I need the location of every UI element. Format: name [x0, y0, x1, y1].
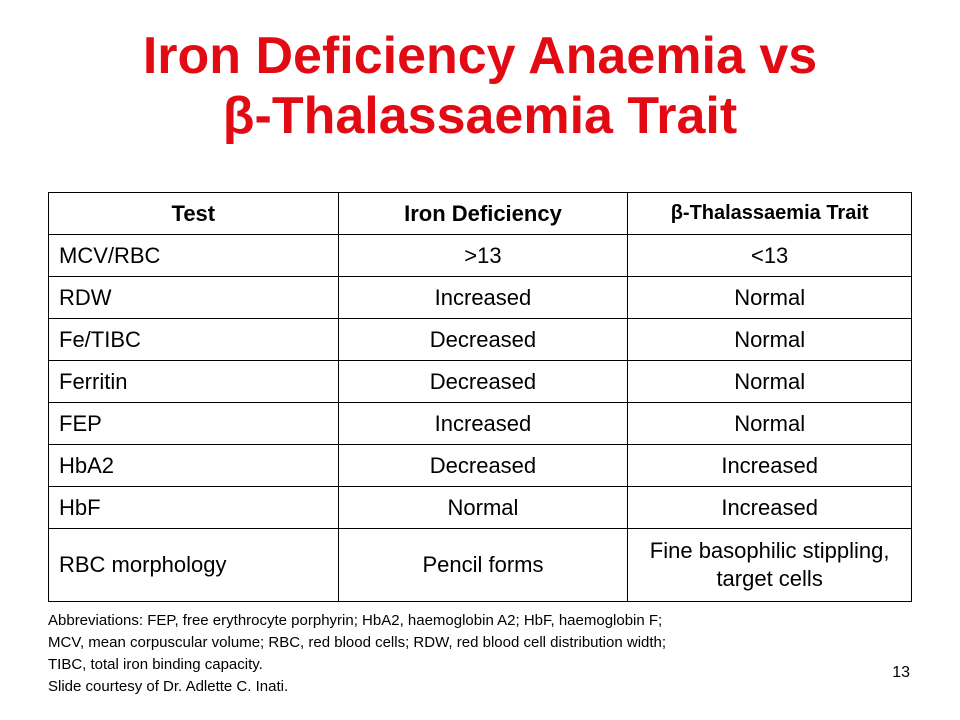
table-header-row: Test Iron Deficiency β-Thalassaemia Trai… — [48, 192, 912, 235]
slide-title-line1: Iron Deficiency Anaemia vs — [142, 27, 818, 85]
page-number: 13 — [892, 664, 910, 681]
cell-test: MCV/RBC — [48, 234, 339, 277]
cell-iron-deficiency: Pencil forms — [337, 528, 629, 602]
table-row: MCV/RBC >13 <13 — [48, 234, 912, 277]
table-row: RBC morphology Pencil forms Fine basophi… — [48, 528, 912, 602]
slide-credit: Slide courtesy of Dr. Adlette C. Inati. — [48, 678, 289, 695]
cell-thalassaemia-trait: Normal — [627, 360, 912, 403]
footnote-line: MCV, mean corpuscular volume; RBC, red b… — [48, 634, 667, 651]
cell-iron-deficiency: >13 — [337, 234, 629, 277]
cell-thalassaemia-trait: Normal — [627, 318, 912, 361]
header-test: Test — [48, 192, 339, 235]
cell-thalassaemia-trait: Normal — [627, 402, 912, 445]
cell-test: HbA2 — [48, 444, 339, 487]
table-row: FEP Increased Normal — [48, 402, 912, 445]
cell-iron-deficiency: Normal — [337, 486, 629, 529]
slide-title-line2: β-Thalassaemia Trait — [222, 87, 738, 145]
cell-test: FEP — [48, 402, 339, 445]
slide-title: Iron Deficiency Anaemia vs β-Thalassaemi… — [0, 26, 960, 146]
cell-test: HbF — [48, 486, 339, 529]
cell-test: RBC morphology — [48, 528, 339, 602]
table-row: Fe/TIBC Decreased Normal — [48, 318, 912, 361]
cell-thalassaemia-trait: Normal — [627, 276, 912, 319]
table-row: Ferritin Decreased Normal — [48, 360, 912, 403]
cell-iron-deficiency: Decreased — [337, 444, 629, 487]
cell-thalassaemia-trait: Increased — [627, 444, 912, 487]
footnote-line: TIBC, total iron binding capacity. — [48, 656, 263, 673]
cell-thalassaemia-trait: <13 — [627, 234, 912, 277]
footnote-line: Abbreviations: FEP, free erythrocyte por… — [48, 612, 663, 629]
cell-iron-deficiency: Decreased — [337, 360, 629, 403]
cell-thalassaemia-trait: Fine basophilic stippling, target cells — [627, 528, 912, 602]
cell-test: Ferritin — [48, 360, 339, 403]
comparison-table: Test Iron Deficiency β-Thalassaemia Trai… — [48, 192, 912, 602]
cell-iron-deficiency: Decreased — [337, 318, 629, 361]
abbreviations-footnote: Abbreviations: FEP, free erythrocyte por… — [48, 610, 848, 698]
cell-iron-deficiency: Increased — [337, 402, 629, 445]
table-row: HbA2 Decreased Increased — [48, 444, 912, 487]
table-row: RDW Increased Normal — [48, 276, 912, 319]
header-thalassaemia-trait: β-Thalassaemia Trait — [627, 192, 912, 235]
header-iron-deficiency: Iron Deficiency — [337, 192, 629, 235]
table-row: HbF Normal Increased — [48, 486, 912, 529]
cell-test: Fe/TIBC — [48, 318, 339, 361]
cell-iron-deficiency: Increased — [337, 276, 629, 319]
cell-test: RDW — [48, 276, 339, 319]
cell-thalassaemia-trait: Increased — [627, 486, 912, 529]
